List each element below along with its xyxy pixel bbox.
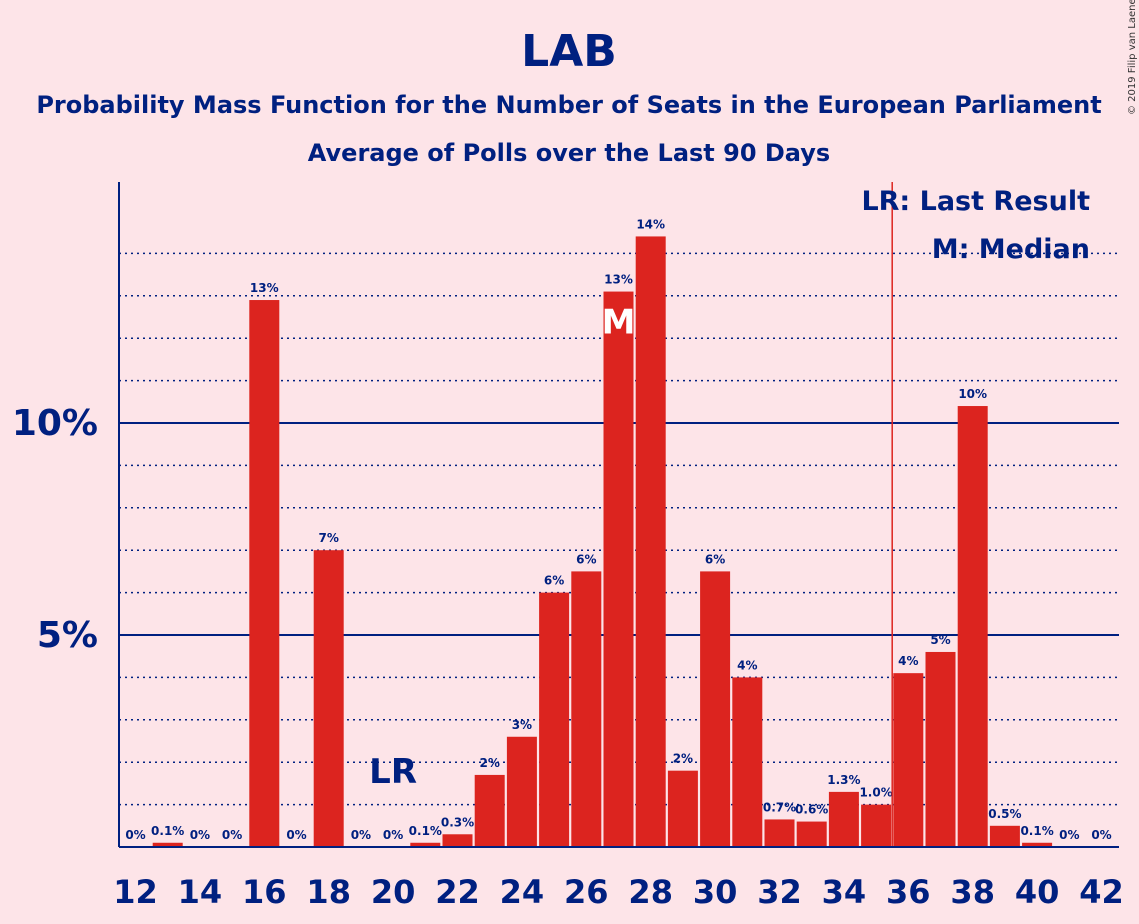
x-tick-label: 12 bbox=[113, 873, 158, 911]
bar-label-seat-35: 1.0% bbox=[859, 786, 892, 800]
bar-seat-31 bbox=[732, 677, 763, 847]
bar-label-seat-37: 5% bbox=[930, 633, 950, 647]
bar-seat-16 bbox=[249, 300, 280, 847]
legend-median: M: Median bbox=[932, 234, 1090, 265]
bar-label-seat-17: 0% bbox=[286, 828, 306, 842]
copyright-text: © 2019 Filip van Laenen bbox=[1127, 0, 1138, 115]
legend-last-result: LR: Last Result bbox=[861, 186, 1090, 217]
bar-label-seat-32: 0.7% bbox=[763, 800, 796, 814]
bar-label-seat-28: 14% bbox=[636, 217, 665, 231]
bar-seat-13 bbox=[152, 842, 183, 847]
bar-seat-40 bbox=[1022, 842, 1053, 847]
bar-seat-26 bbox=[571, 571, 602, 847]
bar-seat-33 bbox=[796, 821, 827, 847]
x-tick-label: 22 bbox=[435, 873, 480, 911]
x-tick-label: 42 bbox=[1079, 873, 1124, 911]
bar-label-seat-14: 0% bbox=[190, 828, 210, 842]
bar-label-seat-23: 2% bbox=[480, 756, 500, 770]
bar-label-seat-42: 0% bbox=[1091, 828, 1111, 842]
x-tick-label: 24 bbox=[500, 873, 545, 911]
bar-seat-28 bbox=[635, 236, 666, 847]
bar-label-seat-29: 2% bbox=[673, 752, 693, 766]
bar-seat-36 bbox=[893, 673, 924, 847]
x-tick-label: 40 bbox=[1015, 873, 1060, 911]
bar-label-seat-40: 0.1% bbox=[1020, 824, 1053, 838]
bar-seat-27 bbox=[603, 291, 634, 847]
bar-label-seat-30: 6% bbox=[705, 552, 725, 566]
x-tick-label: 18 bbox=[306, 873, 351, 911]
bar-seat-21 bbox=[410, 842, 441, 847]
bar-label-seat-39: 0.5% bbox=[988, 807, 1021, 821]
bar-label-seat-34: 1.3% bbox=[827, 773, 860, 787]
bar-seat-18 bbox=[313, 550, 344, 847]
x-tick-label: 38 bbox=[950, 873, 995, 911]
x-tick-label: 14 bbox=[178, 873, 223, 911]
y-tick-label: 5% bbox=[37, 615, 98, 656]
bar-seat-38 bbox=[957, 406, 988, 847]
bar-seat-37 bbox=[925, 651, 956, 847]
legend: LR: Last Result M: Median bbox=[861, 186, 1090, 265]
bar-seat-23 bbox=[474, 774, 505, 847]
bar-label-seat-18: 7% bbox=[319, 531, 339, 545]
bar-label-seat-26: 6% bbox=[576, 552, 596, 566]
bar-seat-25 bbox=[539, 592, 570, 847]
x-tick-label: 34 bbox=[822, 873, 867, 911]
x-tick-label: 32 bbox=[757, 873, 802, 911]
bar-seat-39 bbox=[989, 825, 1020, 847]
bar-label-seat-15: 0% bbox=[222, 828, 242, 842]
bar-seat-24 bbox=[506, 736, 537, 847]
last-result-marker: LR bbox=[369, 752, 417, 792]
y-tick-label: 10% bbox=[12, 403, 98, 444]
bar-label-seat-13: 0.1% bbox=[151, 824, 184, 838]
bar-seat-30 bbox=[700, 571, 731, 847]
bar-label-seat-16: 13% bbox=[250, 281, 279, 295]
x-tick-label: 20 bbox=[371, 873, 416, 911]
x-tick-label: 16 bbox=[242, 873, 287, 911]
bar-label-seat-33: 0.6% bbox=[795, 803, 828, 817]
bars: 0% 0.1% 0% 0%13%0%7%0% 0% 0.1%0.3%2%3%6%6%13%… bbox=[125, 182, 1112, 847]
bar-label-seat-25: 6% bbox=[544, 574, 564, 588]
bar-label-seat-36: 4% bbox=[898, 654, 918, 668]
bar-label-seat-41: 0% bbox=[1059, 828, 1079, 842]
chart-title: LAB bbox=[521, 26, 617, 77]
bar-label-seat-20: 0% bbox=[383, 828, 403, 842]
bar-label-seat-24: 3% bbox=[512, 718, 532, 732]
bar-seat-35 bbox=[861, 804, 892, 847]
x-tick-label: 30 bbox=[693, 873, 738, 911]
bar-label-seat-22: 0.3% bbox=[441, 815, 474, 829]
bar-label-seat-38: 10% bbox=[958, 387, 987, 401]
bar-label-seat-31: 4% bbox=[737, 658, 757, 672]
bar-label-seat-19: 0% bbox=[351, 828, 371, 842]
median-marker: M bbox=[602, 303, 636, 343]
bar-label-seat-12: 0% bbox=[125, 828, 145, 842]
bar-seat-22 bbox=[442, 834, 473, 847]
x-tick-label: 26 bbox=[564, 873, 609, 911]
bar-seat-34 bbox=[828, 791, 859, 847]
x-tick-label: 36 bbox=[886, 873, 931, 911]
bar-label-seat-27: 13% bbox=[604, 273, 633, 287]
chart-subtitle: Probability Mass Function for the Number… bbox=[36, 91, 1101, 119]
axes: 5% 10% 12 14 16 18 20 22 24 26 28 30 32 34 36 38 40 42 bbox=[12, 182, 1124, 911]
bar-label-seat-21: 0.1% bbox=[409, 824, 442, 838]
x-tick-label: 28 bbox=[628, 873, 673, 911]
chart-subtitle-2: Average of Polls over the Last 90 Days bbox=[308, 139, 830, 167]
bar-seat-32 bbox=[764, 819, 795, 847]
bar-seat-29 bbox=[667, 770, 698, 847]
